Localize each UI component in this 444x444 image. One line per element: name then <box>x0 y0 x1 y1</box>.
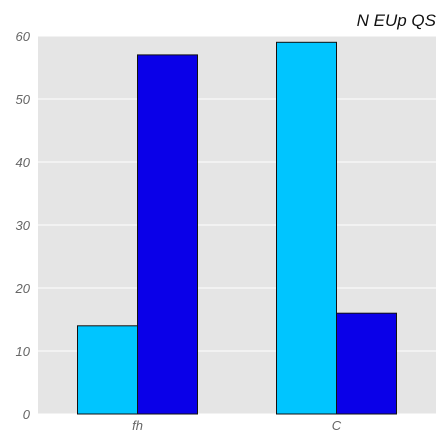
bar-C-series-1 <box>276 41 337 415</box>
bar-fh-series-2 <box>137 54 198 415</box>
y-axis-ticks: 0 10 20 30 40 50 60 <box>15 29 31 422</box>
x-tick-label: C <box>332 418 342 433</box>
bar-C-series-2 <box>336 312 397 415</box>
y-tick-label: 0 <box>23 407 31 422</box>
y-tick-label: 40 <box>16 155 31 170</box>
bars <box>77 41 397 415</box>
y-tick-label: 10 <box>16 344 31 359</box>
x-axis-ticks: fh C <box>132 418 342 433</box>
y-tick-label: 30 <box>16 218 31 233</box>
bar-fh-series-1 <box>77 325 138 415</box>
y-tick-label: 50 <box>16 92 31 107</box>
chart-title: N EUp QS <box>357 11 437 30</box>
x-tick-label: fh <box>132 418 143 433</box>
y-tick-label: 20 <box>15 281 31 296</box>
y-tick-label: 60 <box>16 29 31 44</box>
